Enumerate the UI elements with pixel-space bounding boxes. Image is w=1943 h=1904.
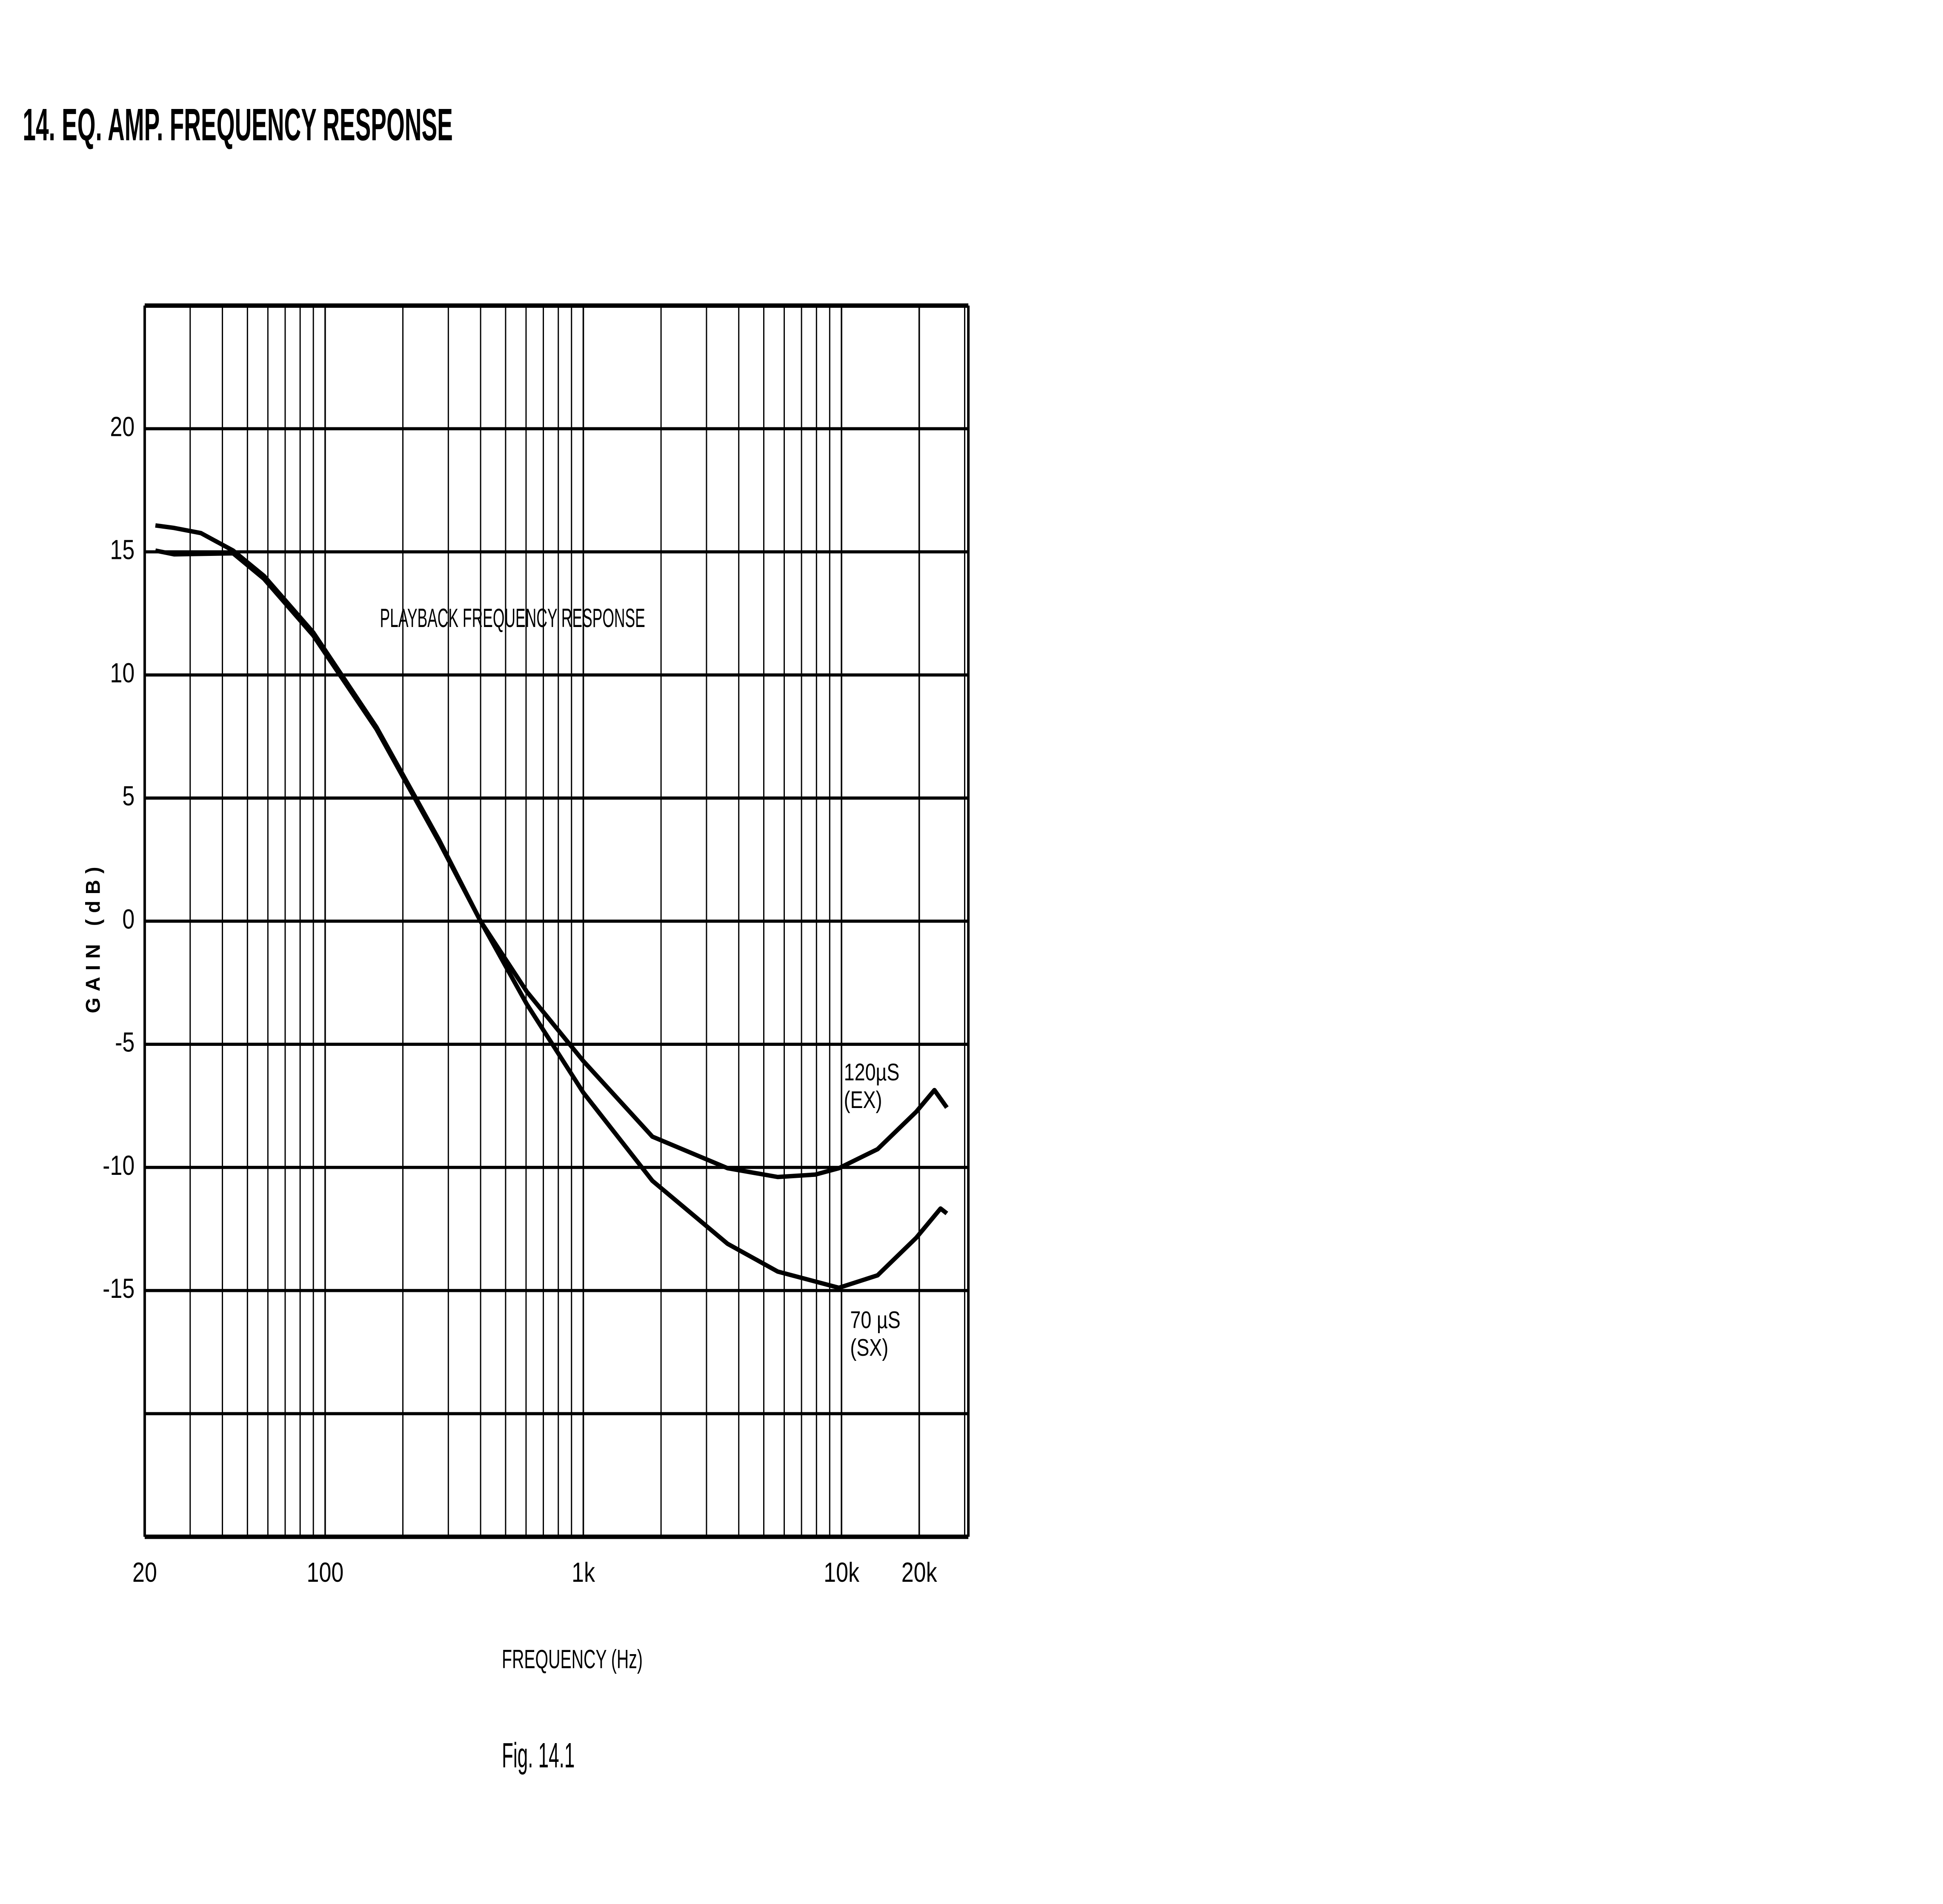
x-tick-label: 10k [824, 1558, 859, 1588]
x-tick-label: 1k [572, 1558, 595, 1588]
series-line [155, 523, 948, 1290]
x-tick-label: 20 [132, 1558, 157, 1588]
y-tick-label: 5 [122, 781, 134, 812]
y-tick-label: 15 [110, 535, 135, 565]
y-tick-label: -15 [103, 1274, 134, 1304]
y-tick-label: -10 [103, 1150, 134, 1181]
caption: Fig. 14.1 [502, 1735, 575, 1775]
x-tick-label: 20k [901, 1558, 937, 1588]
series-label-box: 120µS (EX) [844, 1060, 900, 1114]
y-axis-label: GAIN (dB) [82, 861, 104, 1014]
x-tick-label: 100 [307, 1558, 344, 1588]
y-tick-label: -5 [115, 1027, 134, 1058]
y-tick-label: 0 [122, 904, 134, 935]
series-label: 120µS (EX) [844, 1060, 900, 1114]
x-axis-label: FREQUENCY (Hz) [502, 1645, 643, 1674]
series-label-box: 70 µS (SX) [850, 1308, 901, 1362]
series-line [155, 548, 949, 1180]
y-tick-label: 20 [110, 412, 135, 442]
y-tick-label: 10 [110, 658, 135, 688]
annotation: PLAYBACK FREQUENCY RESPONSE [380, 604, 645, 633]
chart-title: 14. EQ. AMP. FREQUENCY RESPONSE [23, 99, 452, 150]
series-label: 70 µS (SX) [850, 1308, 901, 1362]
